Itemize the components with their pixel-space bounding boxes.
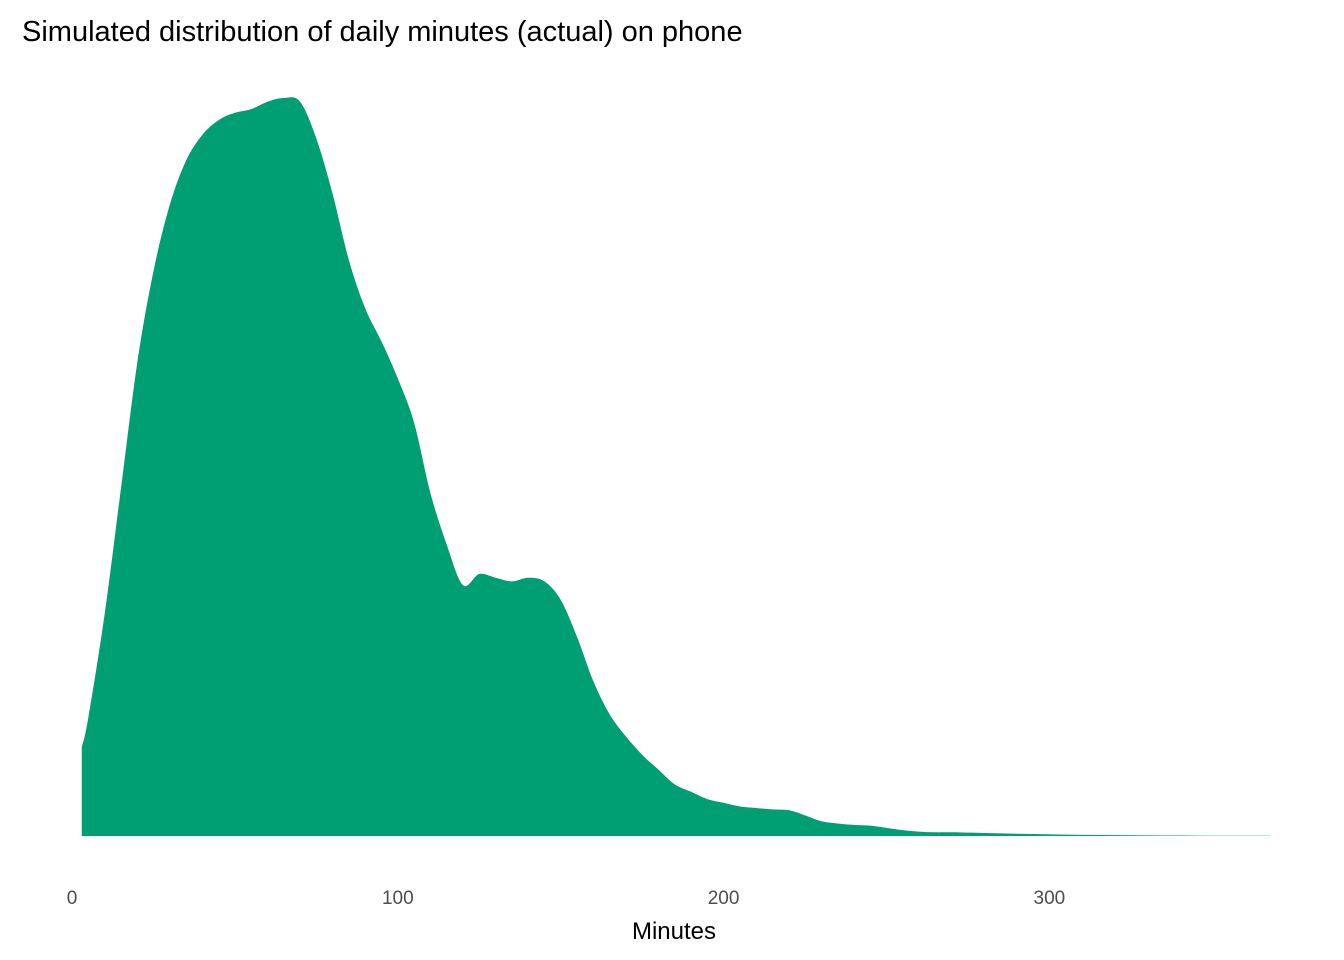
x-axis-ticks: 0 100 200 300	[67, 888, 1066, 909]
chart-title: Simulated distribution of daily minutes …	[22, 16, 743, 48]
x-tick-label: 100	[382, 888, 414, 909]
x-tick-label: 0	[67, 888, 78, 909]
x-tick-label: 200	[708, 888, 740, 909]
x-tick-label: 300	[1034, 888, 1066, 909]
x-axis-title: Minutes	[632, 918, 716, 945]
plot-area	[81, 97, 1271, 836]
density-area	[81, 97, 1271, 836]
